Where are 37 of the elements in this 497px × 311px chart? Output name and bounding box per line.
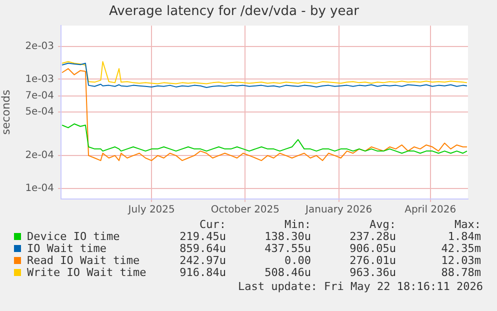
legend-label: Read IO Wait time <box>27 254 140 267</box>
text: 138.30u <box>264 230 311 243</box>
y-tick-label: 5e-04 <box>25 106 54 118</box>
text: 276.01u <box>348 254 396 267</box>
x-tick-label: October 2025 <box>210 204 280 216</box>
chart-title: Average latency for /dev/vda - by year <box>108 4 360 20</box>
text: Cur: <box>198 218 226 231</box>
text: 12.03m <box>440 254 481 267</box>
text: 508.46u <box>264 266 311 279</box>
y-tick-label: 1e-04 <box>25 183 54 194</box>
text: 42.35m <box>440 242 481 255</box>
text: 1.84m <box>446 230 481 243</box>
text: 0.00 <box>284 254 311 267</box>
y-tick-label: 1e-03 <box>25 74 54 85</box>
text: 242.97u <box>178 254 226 267</box>
legend-label: IO Wait time <box>27 242 106 255</box>
text: 963.36u <box>348 266 396 279</box>
x-tick-label: January 2026 <box>304 204 372 216</box>
y-tick-label: 7e-04 <box>25 90 54 102</box>
text: Max: <box>454 218 481 231</box>
text: Min: <box>284 218 311 231</box>
text: 916.84u <box>178 266 226 279</box>
text: 859.64u <box>178 242 226 255</box>
y-axis-title: seconds <box>0 90 12 135</box>
text: 88.78m <box>440 266 481 279</box>
y-tick-label: 2e-04 <box>25 150 54 162</box>
text: 237.28u <box>348 230 396 243</box>
x-tick-label: July 2025 <box>127 204 175 216</box>
x-tick-label: April 2026 <box>404 204 456 216</box>
text: 437.55u <box>264 242 311 255</box>
y-tick-label: 2e-03 <box>25 40 54 52</box>
text: 906.05u <box>348 242 396 255</box>
legend-label: Write IO Wait time <box>27 266 146 279</box>
text: Last update: Fri May 22 18:16:11 2026 <box>238 280 483 293</box>
text: Avg: <box>368 218 396 231</box>
text: 219.45u <box>178 230 226 243</box>
legend-label: Device IO time <box>27 230 120 243</box>
